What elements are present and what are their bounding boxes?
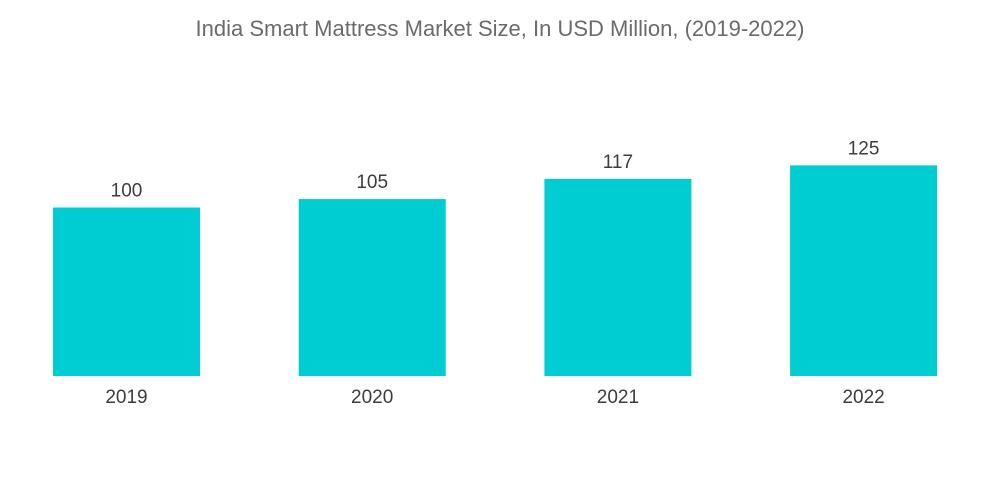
x-tick-label-2022: 2022 (842, 387, 884, 408)
x-tick-label-2021: 2021 (597, 387, 639, 408)
bar-2022 (790, 165, 938, 376)
x-tick-label-2019: 2019 (105, 387, 147, 408)
value-labels-layer: 100 105 117 125 (111, 138, 880, 201)
x-axis-tick-labels: 2019 2020 2021 2022 (105, 387, 884, 408)
chart-title: India Smart Mattress Market Size, In USD… (195, 16, 805, 41)
bar-2019 (53, 207, 200, 376)
value-label-2022: 125 (848, 138, 880, 159)
value-label-2021: 117 (603, 152, 633, 173)
value-label-2019: 100 (111, 181, 143, 202)
bar-2021 (544, 178, 692, 376)
value-label-2020: 105 (356, 172, 388, 193)
bars-layer (53, 165, 938, 376)
x-tick-label-2020: 2020 (351, 387, 393, 408)
bar-2020 (298, 199, 446, 376)
